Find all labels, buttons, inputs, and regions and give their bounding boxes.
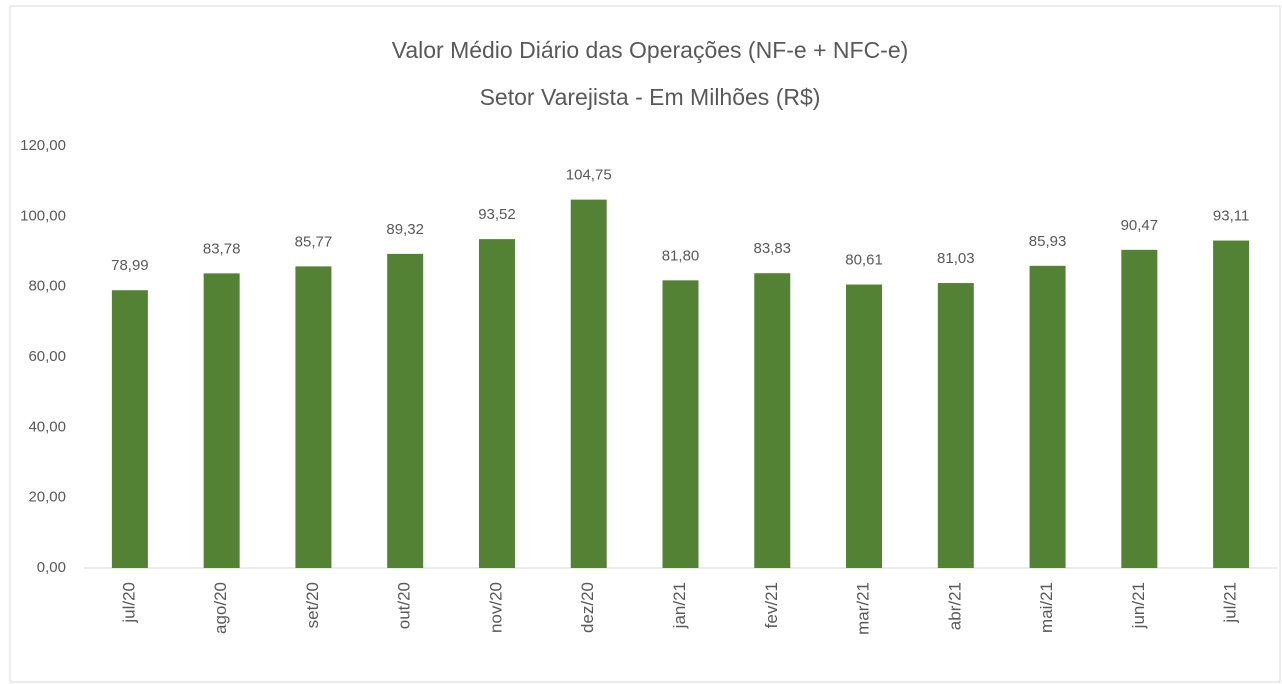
chart-title: Valor Médio Diário das Operações (NF-e +… xyxy=(392,37,909,63)
y-tick-label: 120,00 xyxy=(20,137,66,154)
data-label: 90,47 xyxy=(1121,217,1159,234)
x-tick-label: fev/21 xyxy=(762,582,781,628)
bar xyxy=(387,253,424,568)
bar xyxy=(1121,249,1158,568)
data-label: 104,75 xyxy=(566,167,612,184)
data-label: 89,32 xyxy=(386,221,424,238)
data-label: 81,80 xyxy=(662,247,700,264)
x-tick-label: jan/21 xyxy=(670,582,689,629)
bar xyxy=(937,283,974,568)
bar xyxy=(1029,265,1066,568)
bar xyxy=(111,290,148,568)
bar xyxy=(295,266,332,568)
data-label: 78,99 xyxy=(111,257,149,274)
x-tick-label: dez/20 xyxy=(578,582,597,633)
x-tick-label: abr/21 xyxy=(945,582,964,630)
y-tick-label: 0,00 xyxy=(37,559,66,576)
data-label: 93,11 xyxy=(1213,208,1249,225)
bar xyxy=(203,273,240,568)
x-tick-label: jun/21 xyxy=(1129,582,1148,629)
y-tick-label: 80,00 xyxy=(28,278,66,295)
data-label: 83,83 xyxy=(753,240,791,257)
x-tick-label: mar/21 xyxy=(854,582,873,635)
x-tick-label: ago/20 xyxy=(211,582,230,634)
y-tick-label: 40,00 xyxy=(28,418,66,435)
x-tick-label: jul/20 xyxy=(119,582,138,624)
chart-border xyxy=(9,5,1281,683)
data-label: 80,61 xyxy=(845,251,883,268)
x-tick-label: mai/21 xyxy=(1037,582,1056,633)
bar xyxy=(846,284,883,568)
x-tick-label: set/20 xyxy=(303,582,322,628)
data-label: 85,93 xyxy=(1029,233,1067,250)
data-label: 93,52 xyxy=(478,206,516,223)
bar xyxy=(1213,240,1250,568)
y-tick-label: 60,00 xyxy=(28,348,66,365)
x-tick-label: nov/20 xyxy=(486,582,505,633)
x-tick-label: jul/21 xyxy=(1221,582,1240,624)
data-label: 85,77 xyxy=(295,233,333,250)
bar xyxy=(662,280,699,568)
y-tick-label: 100,00 xyxy=(20,207,66,224)
chart-subtitle: Setor Varejista - Em Milhões (R$) xyxy=(480,84,821,110)
data-label: 81,03 xyxy=(937,250,975,267)
bar xyxy=(570,199,607,569)
bar xyxy=(754,273,791,568)
x-tick-label: out/20 xyxy=(395,582,414,629)
data-label: 83,78 xyxy=(203,240,241,257)
bar xyxy=(478,239,515,568)
y-tick-label: 20,00 xyxy=(28,489,66,506)
